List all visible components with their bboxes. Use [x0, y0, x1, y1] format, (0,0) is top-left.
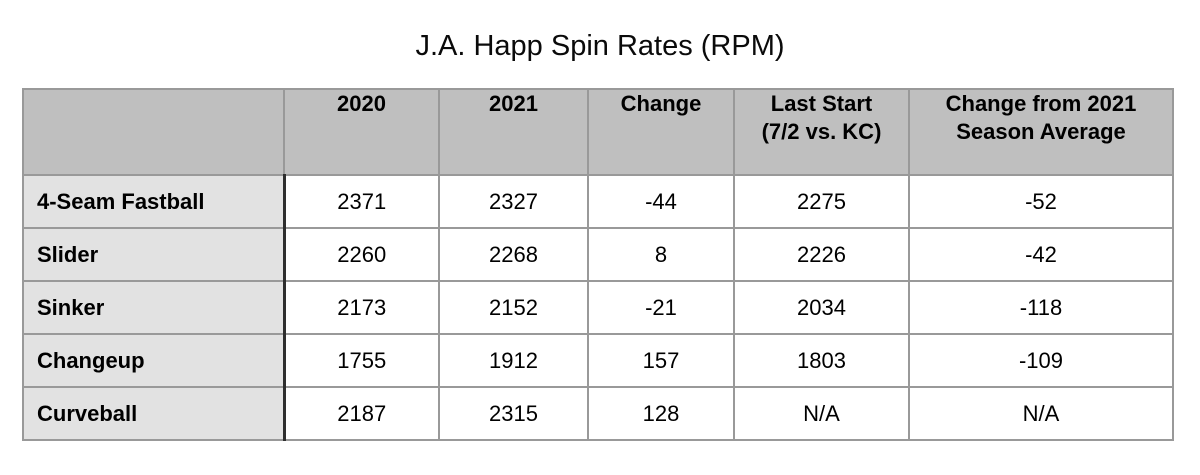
table-cell: 2268: [438, 227, 589, 282]
table-row: Slider 2260 2268 8 2226 -42: [22, 227, 1174, 282]
table-cell: -21: [587, 280, 735, 335]
table-cell: 2187: [283, 386, 440, 441]
table-cell: 157: [587, 333, 735, 388]
table-cell: -109: [908, 333, 1174, 388]
table-cell: 2173: [283, 280, 440, 335]
table-cell: 2034: [733, 280, 910, 335]
row-label: 4-Seam Fastball: [22, 174, 286, 229]
header-row: 2020 2021 Change Last Start (7/2 vs. KC)…: [22, 88, 1174, 176]
table-cell: 2371: [283, 174, 440, 229]
table-cell: 8: [587, 227, 735, 282]
row-label: Sinker: [22, 280, 286, 335]
table-cell: N/A: [908, 386, 1174, 441]
table-row: 4-Seam Fastball 2371 2327 -44 2275 -52: [22, 174, 1174, 229]
column-header-label: Change: [620, 91, 702, 116]
column-header-2021: 2021: [438, 88, 589, 176]
column-header-label: Change from 2021: [945, 91, 1137, 116]
table-cell: 2315: [438, 386, 589, 441]
row-label: Curveball: [22, 386, 286, 441]
row-label: Slider: [22, 227, 286, 282]
page-title: J.A. Happ Spin Rates (RPM): [415, 30, 785, 62]
table-cell: -42: [908, 227, 1174, 282]
table-cell: 1912: [438, 333, 589, 388]
spin-rates-table: 2020 2021 Change Last Start (7/2 vs. KC)…: [22, 88, 1174, 441]
table-cell: 2260: [283, 227, 440, 282]
column-header-last-start: Last Start (7/2 vs. KC): [733, 88, 910, 176]
table-cell: 1755: [283, 333, 440, 388]
table-cell: -52: [908, 174, 1174, 229]
column-header-label: Last Start: [770, 91, 873, 116]
table-row: Curveball 2187 2315 128 N/A N/A: [22, 386, 1174, 441]
column-header-label: 2021: [489, 91, 538, 116]
table-row: Sinker 2173 2152 -21 2034 -118: [22, 280, 1174, 335]
column-header-sublabel: (7/2 vs. KC): [761, 119, 882, 144]
column-header-change-from-avg: Change from 2021 Season Average: [908, 88, 1174, 176]
table-cell: 128: [587, 386, 735, 441]
table-cell: 2327: [438, 174, 589, 229]
corner-cell: [22, 88, 285, 176]
column-header-label: 2020: [337, 91, 386, 116]
table-cell: N/A: [733, 386, 910, 441]
table-cell: 1803: [733, 333, 910, 388]
table-cell: -44: [587, 174, 735, 229]
table-row: Changeup 1755 1912 157 1803 -109: [22, 333, 1174, 388]
table-cell: -118: [908, 280, 1174, 335]
table-cell: 2152: [438, 280, 589, 335]
table-cell: 2226: [733, 227, 910, 282]
column-header-change: Change: [587, 88, 735, 176]
table-cell: 2275: [733, 174, 910, 229]
column-header-2020: 2020: [283, 88, 440, 176]
column-header-sublabel: Season Average: [956, 119, 1126, 144]
row-label: Changeup: [22, 333, 286, 388]
